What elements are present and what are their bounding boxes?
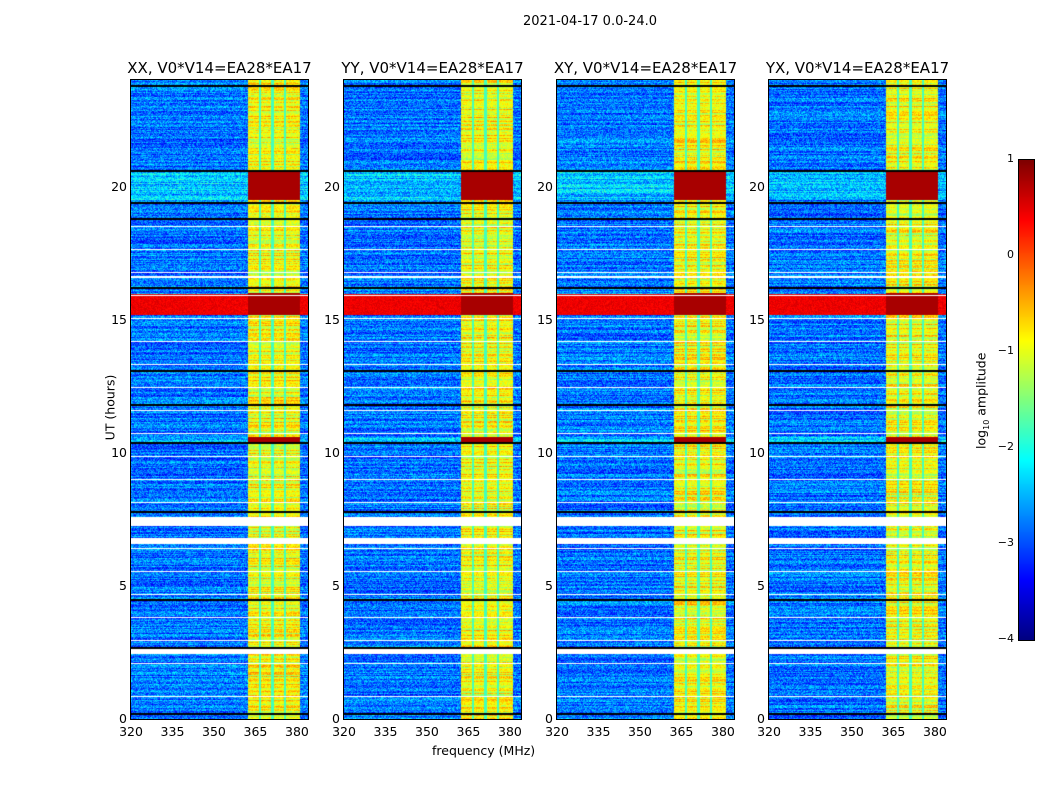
y-tick-label: 15 xyxy=(111,311,127,327)
x-tick-label: 365 xyxy=(881,724,906,739)
y-tick-label: 0 xyxy=(757,711,765,726)
x-tick-label: 335 xyxy=(160,724,185,739)
x-tick-label: 365 xyxy=(243,724,268,739)
x-tick-label: 320 xyxy=(545,724,569,739)
x-tick-label: 350 xyxy=(840,724,864,739)
x-tick-label: 380 xyxy=(711,724,735,739)
colorbar-tick-label: 0 xyxy=(1007,248,1014,261)
x-tick-label: 380 xyxy=(285,724,309,739)
y-tick-label: 5 xyxy=(545,577,553,593)
panel-frame xyxy=(130,79,309,720)
spectrogram-panel xyxy=(769,80,946,719)
x-tick-label: 335 xyxy=(798,724,823,739)
colorbar xyxy=(1019,160,1034,640)
y-tick-label: 0 xyxy=(119,711,127,726)
panel-frame xyxy=(556,79,735,720)
colorbar-tick-label: −2 xyxy=(997,440,1014,453)
x-tick-label: 335 xyxy=(373,724,398,739)
x-tick-label: 350 xyxy=(628,724,652,739)
y-tick-label: 0 xyxy=(545,711,553,726)
colorbar-tick-label: 1 xyxy=(1007,152,1014,165)
colorbar-tick-label: −4 xyxy=(997,632,1014,645)
colorbar-frame xyxy=(1018,159,1035,641)
panel-title: XY, V0*V14=EA28*EA17 xyxy=(553,59,738,77)
x-tick-label: 380 xyxy=(923,724,947,739)
y-axis-label: UT (hours) xyxy=(102,374,118,441)
panel-title: YX, V0*V14=EA28*EA17 xyxy=(765,59,950,77)
y-tick-label: 5 xyxy=(119,577,127,593)
spectrogram-panel xyxy=(557,80,734,719)
y-tick-label: 10 xyxy=(537,444,553,460)
y-tick-label: 15 xyxy=(537,311,553,327)
y-tick-label: 20 xyxy=(324,178,340,194)
y-tick-label: 15 xyxy=(324,311,340,327)
panel-frame xyxy=(768,79,947,720)
x-tick-label: 350 xyxy=(415,724,439,739)
y-tick-label: 20 xyxy=(749,178,765,194)
y-tick-label: 5 xyxy=(332,577,340,593)
y-tick-label: 0 xyxy=(332,711,340,726)
figure-title: 2021-04-17 0.0-24.0 xyxy=(523,14,657,29)
colorbar-tick-label: −1 xyxy=(997,344,1014,357)
y-tick-label: 10 xyxy=(749,444,765,460)
y-tick-label: 20 xyxy=(111,178,127,194)
spectrogram-panel xyxy=(344,80,521,719)
x-tick-label: 380 xyxy=(498,724,522,739)
x-tick-label: 320 xyxy=(119,724,143,739)
y-tick-label: 15 xyxy=(749,311,765,327)
spectrogram-panel xyxy=(131,80,308,719)
x-tick-label: 335 xyxy=(586,724,611,739)
panel-frame xyxy=(343,79,522,720)
x-tick-label: 365 xyxy=(669,724,694,739)
x-tick-label: 320 xyxy=(757,724,781,739)
y-tick-label: 5 xyxy=(757,577,765,593)
y-tick-label: 10 xyxy=(111,444,127,460)
x-tick-label: 365 xyxy=(456,724,481,739)
y-tick-label: 20 xyxy=(537,178,553,194)
y-tick-label: 10 xyxy=(324,444,340,460)
panel-title: XX, V0*V14=EA28*EA17 xyxy=(127,59,312,77)
x-tick-label: 350 xyxy=(202,724,226,739)
colorbar-label: log10 amplitude xyxy=(973,352,991,449)
panel-title: YY, V0*V14=EA28*EA17 xyxy=(341,59,524,77)
colorbar-tick-label: −3 xyxy=(997,536,1014,549)
x-axis-label: frequency (MHz) xyxy=(432,743,536,758)
x-tick-label: 320 xyxy=(332,724,356,739)
